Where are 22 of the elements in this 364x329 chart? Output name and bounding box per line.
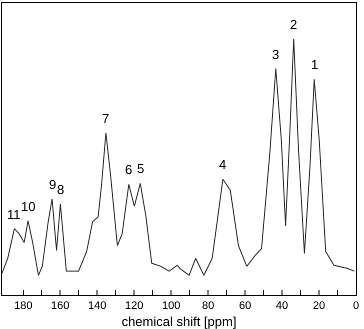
x-axis-title: chemical shift [ppm] [122,314,236,329]
annotation: 7 [102,111,110,126]
annotation: 6 [125,162,132,177]
x-tick-label: 160 [51,300,70,312]
x-tick-label: 60 [238,300,252,312]
annotation: 8 [57,182,64,197]
x-tick-label: 80 [202,300,214,312]
annotation: 3 [272,47,280,62]
annotation: 10 [21,199,36,214]
x-tick-label: 0 [352,300,360,312]
x-tick-label: 100 [162,300,180,312]
x-tick-label: 20 [312,300,326,312]
annotation: 5 [137,161,144,176]
annotation: 11 [7,207,20,222]
x-tick-label: 180 [14,300,32,312]
annotation: 4 [219,157,226,172]
x-tick-label: 120 [124,300,144,312]
annotation: 2 [290,17,298,32]
annotation: 1 [311,57,318,72]
x-tick-label: 40 [276,300,288,312]
annotation: 9 [49,177,56,192]
x-tick-label: 140 [88,300,106,312]
